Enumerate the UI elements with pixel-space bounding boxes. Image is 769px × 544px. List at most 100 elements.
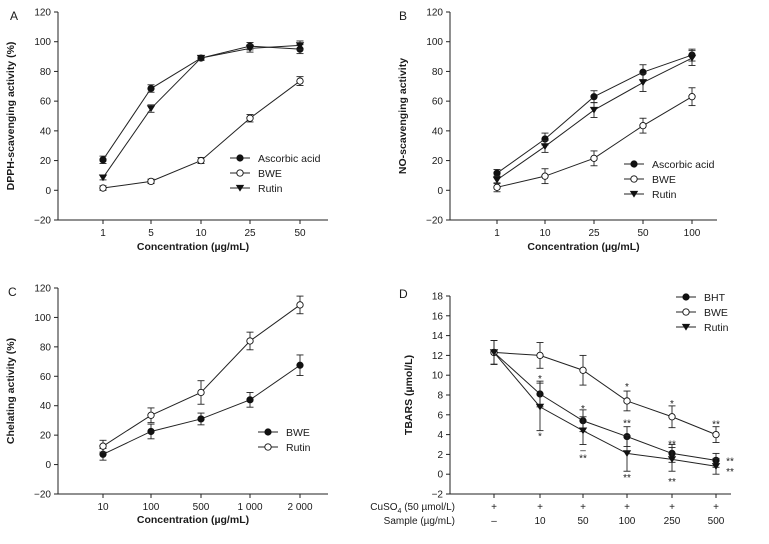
panel-a-legend-marker (236, 154, 244, 162)
panel-c-x-axis-label: Concentration (µg/mL) (137, 514, 249, 526)
panel-d-significance-mark: ** (668, 477, 676, 488)
panel-d-cuso4-label: CuSO4 (50 µmol/L) (370, 502, 455, 515)
panel-a-point (146, 105, 156, 113)
panel-a-legend-marker (236, 169, 244, 177)
panel-b-point (590, 154, 598, 162)
panel-b-x-tick-label: 100 (684, 228, 701, 239)
panel-b-legend-marker (629, 190, 639, 198)
panel-b-legend-marker (630, 160, 638, 168)
panel-b-chart: −20 0 20 40 60 80 100 120 1 10 25 50 100 NO-scavengin… (397, 8, 717, 253)
panel-d-y-tick-label: −2 (432, 490, 444, 501)
panel-c-chart: −20 0 20 40 60 80 100 120 10 100 500 1 000 2 000 Chel… (5, 284, 328, 526)
panel-d-x-tick-label: 500 (708, 516, 725, 527)
panel-b-point (639, 122, 647, 130)
panel-d-legend-label: BWE (704, 307, 728, 319)
panel-c-point (99, 442, 107, 450)
panel-d-y-tick-label: 4 (437, 430, 443, 441)
panel-b-legend-label: Rutin (652, 189, 677, 201)
panel-a-chart: −20 0 20 40 60 80 100 120 1 5 10 25 50 DPPH-scavengin… (5, 8, 328, 253)
panel-a-point (246, 114, 254, 122)
panel-c-x-tick-label: 100 (143, 502, 160, 513)
panel-c-point (296, 301, 304, 309)
panel-d-x-tick-label: 100 (619, 516, 636, 527)
panel-a-series-bwe (99, 76, 304, 192)
panel-d-x-tick-label: 10 (534, 516, 546, 527)
panel-a-y-tick-label: 40 (40, 126, 52, 137)
panel-d-significance-mark: * (538, 432, 542, 443)
panel-c-y-tick-label: 100 (34, 313, 51, 324)
panel-a-y-tick-label: 80 (40, 67, 52, 78)
panel-b-series-rutin (492, 50, 697, 185)
panel-d-x-tick-label: 250 (664, 516, 681, 527)
panel-c-legend: BWE Rutin (258, 427, 311, 454)
panel-b-point (590, 93, 598, 101)
panel-c-letter-group: C (8, 285, 17, 299)
panel-d-significance-mark: * (538, 374, 542, 385)
panel-d-y-tick-label: 10 (432, 371, 444, 382)
panel-c-x-tick-label: 500 (193, 502, 210, 513)
panel-c-point (246, 396, 254, 404)
panel-d-legend-marker (682, 308, 690, 316)
panel-d-cuso4-mark: + (713, 502, 719, 513)
panel-b-point (638, 79, 648, 87)
panel-d-x-tick-label: 50 (577, 516, 589, 527)
panel-a-point (197, 156, 205, 165)
panel-c-point (296, 361, 304, 369)
panel-c-series-line (102, 364, 301, 455)
panel-c-x-tick-label: 1 000 (237, 502, 262, 513)
panel-d-cuso4-mark: + (537, 502, 543, 513)
panel-a-letter-group: A (10, 9, 18, 23)
panel-a-y-tick-label: 100 (34, 37, 51, 48)
panel-c-letter: C (8, 285, 17, 299)
panel-d-legend: BHT BWE Rutin (676, 292, 729, 334)
panel-b-y-tick-label: 20 (432, 156, 444, 167)
panel-d-point (712, 430, 720, 439)
panel-d-legend-marker (682, 293, 690, 301)
panel-d-point (536, 351, 544, 360)
panel-c-point (246, 337, 254, 345)
panel-d-point (535, 403, 545, 411)
panel-a-point (99, 156, 107, 164)
panel-d-sample-label: Sample (µg/mL) (384, 516, 455, 527)
panel-b-point (688, 93, 696, 101)
panel-d-y-tick-label: 0 (437, 470, 443, 481)
panel-d-point (489, 349, 499, 356)
panel-d-cuso4-mark: + (491, 502, 497, 513)
panel-a-y-tick-label: −20 (34, 216, 51, 227)
panel-d-legend-label: Rutin (704, 322, 729, 334)
panel-b-legend-label: Ascorbic acid (652, 159, 715, 171)
panel-c-y-tick-label: 80 (40, 342, 52, 353)
panel-d-y-tick-label: 18 (432, 292, 444, 303)
panel-d-point (668, 413, 676, 421)
panel-d-point (578, 427, 588, 435)
panel-c-point (197, 388, 205, 397)
panel-c-y-axis-label: Chelating activity (%) (5, 338, 17, 444)
panel-a-point (196, 54, 206, 62)
panel-d-letter: D (399, 287, 408, 301)
panel-b-y-tick-label: 120 (426, 8, 443, 19)
panel-c-legend-marker (264, 428, 272, 436)
panel-c-y-tick-label: 40 (40, 401, 52, 412)
panel-d-significance-mark: ** (726, 456, 734, 467)
panel-d-y-tick-label: 16 (432, 311, 444, 322)
panel-b-letter-group: B (399, 9, 407, 23)
panel-a-point (295, 42, 305, 49)
panel-a-point (99, 184, 107, 192)
panel-b-y-tick-label: 100 (426, 37, 443, 48)
panel-d-legend-marker (681, 323, 691, 331)
panel-a-series-rutin (98, 40, 305, 182)
panel-a-x-tick-label: 25 (244, 228, 256, 239)
panel-d-series-bht (490, 340, 720, 468)
panel-b-y-tick-label: 40 (432, 126, 444, 137)
panel-d-series-line (493, 352, 717, 461)
panel-b-x-tick-label: 50 (637, 228, 649, 239)
panel-c-x-tick-label: 10 (97, 502, 109, 513)
panel-c-legend-label: Rutin (286, 442, 311, 454)
panel-a-point (245, 45, 255, 52)
panel-b-point (492, 176, 502, 184)
panel-c-series-rutin (99, 295, 304, 453)
panel-d-cuso4-mark: + (624, 502, 630, 513)
panel-a-x-tick-label: 5 (148, 228, 154, 239)
